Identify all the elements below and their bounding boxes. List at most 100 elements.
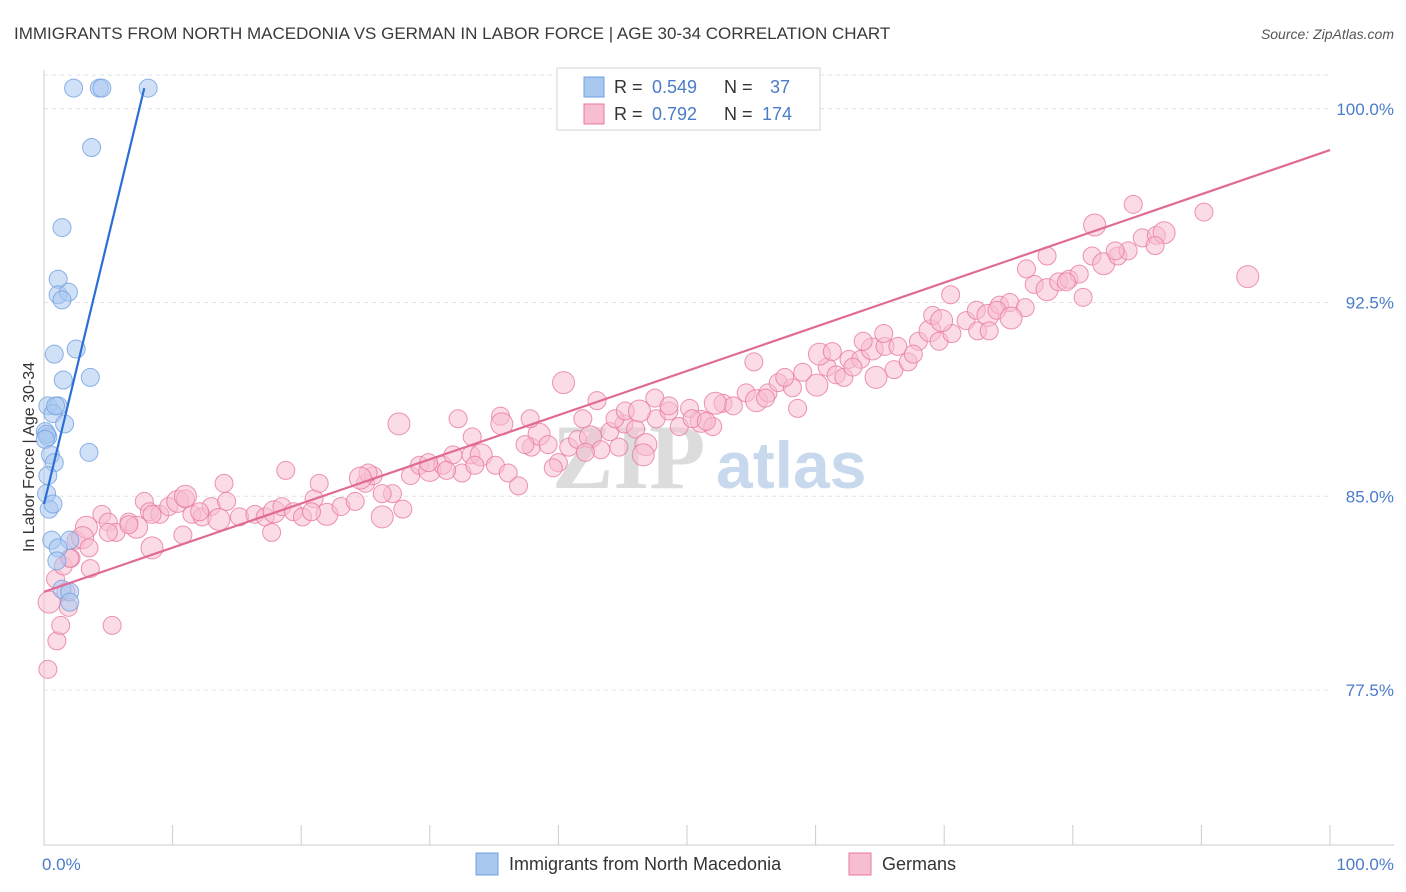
germans-point-174	[301, 502, 321, 522]
germans-point-184	[609, 437, 629, 457]
germans-point-138	[775, 367, 795, 387]
germans-point-117	[276, 460, 296, 480]
x-tick-label-max: 100.0%	[1336, 855, 1394, 874]
germans-point-107	[51, 615, 71, 635]
germans-point-137	[755, 388, 775, 408]
legend-r-value-1: 0.549	[652, 77, 697, 97]
germans-point-163	[1145, 236, 1165, 256]
germans-point-113	[119, 515, 139, 535]
germans-point-141	[822, 342, 842, 362]
bottom-legend-label-germans: Germans	[882, 854, 956, 874]
germans-point-162	[1123, 194, 1143, 214]
germans-point-168	[80, 559, 100, 579]
germans-point-172	[214, 473, 234, 493]
germans-point-182	[543, 458, 563, 478]
north-macedonia-point-36	[60, 592, 80, 612]
series-legend: Immigrants from North Macedonia Germans	[475, 852, 956, 876]
y-tick-labels: 100.0% 92.5% 85.0% 77.5%	[1336, 100, 1394, 700]
germans-point-134	[696, 411, 716, 431]
stats-legend: R = 0.549 N = 37 R = 0.792 N = 174	[556, 67, 821, 131]
germans-point-143	[843, 357, 863, 377]
germans-point-151	[941, 285, 961, 305]
germans-point-164	[1194, 202, 1214, 222]
watermark-atlas: atlas	[716, 428, 866, 502]
legend-n-value-2: 174	[762, 104, 792, 124]
north-macedonia-point-2	[92, 78, 112, 98]
germans-point-145	[864, 365, 888, 389]
north-macedonia-point-24	[79, 442, 99, 462]
germans-point-51	[538, 435, 558, 455]
germans-point-130	[627, 399, 651, 423]
north-macedonia-point-5	[52, 218, 72, 238]
series-germans-points	[37, 194, 1260, 679]
germans-point-118	[309, 473, 329, 493]
north-macedonia-point-9	[52, 290, 72, 310]
germans-point-175	[348, 466, 372, 490]
germans-point-153	[979, 321, 999, 341]
chart-source: Source: ZipAtlas.com	[1261, 26, 1394, 42]
germans-point-176	[372, 484, 392, 504]
germans-point-74	[793, 362, 813, 382]
germans-point-147	[888, 336, 908, 356]
north-macedonia-point-12	[53, 370, 73, 390]
germans-point-125	[552, 371, 576, 395]
north-macedonia-point-4	[82, 138, 102, 157]
legend-n-value-1: 37	[770, 77, 790, 97]
germans-point-121	[448, 409, 468, 429]
germans-point-139	[788, 398, 808, 418]
germans-point-21	[217, 491, 237, 511]
germans-point-20	[207, 508, 231, 531]
legend-r-label-1: R =	[614, 77, 643, 97]
x-tick-label-min: 0.0%	[42, 855, 81, 874]
legend-r-value-2: 0.792	[652, 104, 697, 124]
germans-point-146	[874, 324, 894, 343]
germans-point-32	[345, 491, 365, 511]
y-tick-label-0: 100.0%	[1336, 100, 1394, 119]
germans-point-47	[498, 463, 518, 483]
germans-point-111	[79, 538, 99, 558]
north-macedonia-point-26	[38, 466, 58, 486]
germans-point-148	[903, 344, 923, 364]
germans-point-183	[575, 442, 595, 462]
series-north-macedonia-points	[35, 78, 158, 612]
bottom-legend-swatch-germans	[848, 852, 872, 876]
y-tick-label-1: 92.5%	[1346, 294, 1394, 313]
germans-point-116	[190, 502, 210, 522]
germans-point-185	[631, 443, 655, 467]
north-macedonia-point-31	[43, 494, 63, 514]
germans-point-150	[930, 309, 954, 333]
germans-point-178	[437, 460, 457, 480]
legend-n-label-2: N =	[724, 104, 753, 124]
y-axis-label: In Labor Force | Age 30-34	[21, 362, 38, 552]
trend-line-north-macedonia	[42, 87, 146, 505]
germans-point-106	[47, 631, 67, 651]
germans-point-166	[38, 659, 58, 679]
germans-point-136	[744, 352, 764, 372]
germans-point-181	[515, 435, 535, 455]
north-macedonia-point-33	[47, 551, 67, 571]
legend-swatch-germans	[583, 103, 605, 125]
bottom-legend-swatch-north-macedonia	[475, 852, 499, 876]
germans-point-135	[703, 391, 727, 415]
legend-swatch-north-macedonia	[583, 76, 605, 98]
germans-point-126	[573, 409, 593, 429]
axes	[43, 70, 1394, 846]
bottom-legend-label-north-macedonia: Immigrants from North Macedonia	[509, 854, 782, 874]
germans-point-127	[587, 391, 607, 411]
germans-point-161	[1105, 241, 1125, 261]
chart-title: IMMIGRANTS FROM NORTH MACEDONIA VS GERMA…	[14, 24, 890, 43]
north-macedonia-point-11	[44, 344, 64, 364]
trend-lines	[42, 87, 1331, 593]
y-tick-label-3: 77.5%	[1346, 681, 1394, 700]
germans-point-132	[659, 396, 679, 416]
north-macedonia-point-13	[80, 367, 100, 387]
germans-point-115	[173, 484, 197, 508]
germans-point-159	[1073, 287, 1093, 307]
y-tick-label-2: 85.0%	[1346, 487, 1394, 506]
germans-point-158	[1056, 272, 1076, 292]
north-macedonia-point-0	[64, 78, 84, 98]
north-macedonia-point-17	[46, 396, 66, 416]
legend-r-label-2: R =	[614, 104, 643, 124]
germans-point-35	[370, 505, 394, 529]
trend-line-germans	[43, 149, 1331, 593]
